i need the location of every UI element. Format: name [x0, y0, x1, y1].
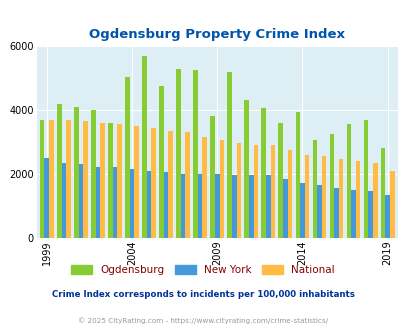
Bar [231, 176, 236, 238]
Bar [236, 144, 241, 238]
Bar [159, 86, 163, 238]
Bar [227, 72, 231, 238]
Bar [248, 176, 253, 238]
Legend: Ogdensburg, New York, National: Ogdensburg, New York, National [67, 261, 338, 280]
Bar [384, 194, 389, 238]
Bar [270, 145, 275, 238]
Bar [355, 161, 360, 238]
Bar [125, 77, 129, 238]
Bar [66, 119, 70, 238]
Bar [57, 104, 62, 238]
Bar [380, 148, 384, 238]
Bar [185, 132, 190, 238]
Bar [316, 185, 321, 238]
Bar [253, 145, 258, 238]
Bar [244, 100, 248, 238]
Bar [62, 163, 66, 238]
Bar [112, 167, 117, 238]
Bar [100, 123, 104, 238]
Bar [83, 121, 87, 238]
Bar [363, 119, 367, 238]
Bar [214, 174, 219, 238]
Bar [91, 110, 95, 238]
Bar [282, 179, 287, 238]
Bar [312, 140, 316, 238]
Text: Crime Index corresponds to incidents per 100,000 inhabitants: Crime Index corresponds to incidents per… [51, 290, 354, 299]
Bar [117, 124, 121, 238]
Bar [134, 126, 139, 238]
Bar [163, 172, 168, 238]
Bar [333, 188, 338, 238]
Bar [329, 134, 333, 238]
Bar [202, 137, 207, 238]
Bar [108, 123, 112, 238]
Bar [95, 167, 100, 238]
Bar [299, 183, 304, 238]
Bar [295, 112, 299, 238]
Bar [176, 69, 180, 238]
Bar [287, 150, 292, 238]
Bar [193, 70, 197, 238]
Bar [180, 174, 185, 238]
Bar [210, 116, 214, 238]
Bar [367, 191, 372, 238]
Bar [261, 108, 265, 238]
Bar [350, 190, 355, 238]
Bar [49, 119, 53, 238]
Bar [74, 107, 78, 238]
Bar [146, 171, 151, 238]
Bar [129, 169, 134, 238]
Bar [338, 159, 343, 238]
Bar [321, 156, 326, 238]
Text: © 2025 CityRating.com - https://www.cityrating.com/crime-statistics/: © 2025 CityRating.com - https://www.city… [78, 318, 327, 324]
Bar [45, 158, 49, 238]
Bar [142, 56, 146, 238]
Bar [304, 155, 309, 238]
Bar [346, 124, 350, 238]
Bar [197, 174, 202, 238]
Bar [78, 164, 83, 238]
Bar [40, 119, 45, 238]
Bar [389, 171, 394, 238]
Bar [265, 176, 270, 238]
Bar [151, 128, 156, 238]
Bar [372, 163, 377, 238]
Bar [168, 131, 173, 238]
Bar [278, 123, 282, 238]
Title: Ogdensburg Property Crime Index: Ogdensburg Property Crime Index [89, 28, 344, 41]
Bar [219, 140, 224, 238]
